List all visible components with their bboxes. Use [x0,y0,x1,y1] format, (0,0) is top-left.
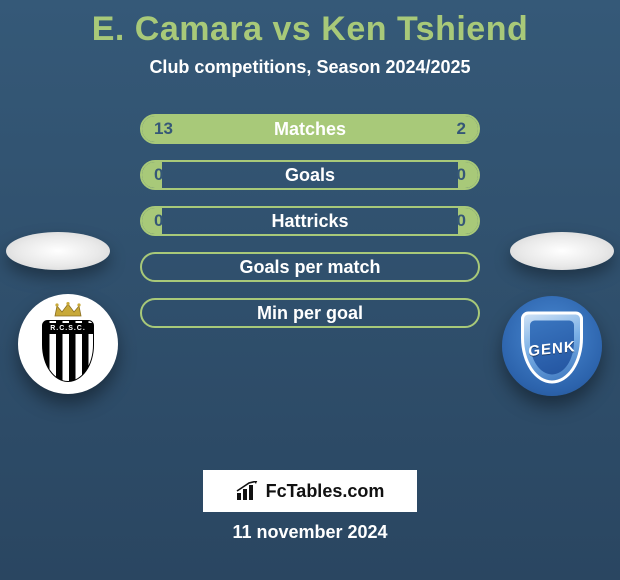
stats-container: 13 Matches 2 0 Goals 0 0 Hattricks 0 Goa… [140,114,480,344]
stat-label: Matches [142,116,478,142]
shield-icon: GENK [521,311,583,383]
stat-value-right: 0 [445,208,478,234]
stat-row: 0 Hattricks 0 [140,206,480,236]
club-badge-right-text: GENK [524,338,580,361]
club-badge-left: R.C.S.C. [18,294,118,394]
crown-icon [53,302,83,318]
shield-icon: R.C.S.C. [42,320,94,382]
club-badge-left-text: R.C.S.C. [43,323,93,334]
stat-label: Min per goal [142,300,478,326]
bar-chart-icon [236,481,260,501]
player-photo-left [6,232,110,270]
stat-row: Goals per match [140,252,480,282]
stat-value-right [454,254,478,280]
stat-label: Goals [142,162,478,188]
stat-value-right: 0 [445,162,478,188]
stat-row: Min per goal [140,298,480,328]
club-badge-right: GENK [502,296,602,396]
player-photo-right [510,232,614,270]
watermark: FcTables.com [203,470,417,512]
stat-value-right [454,300,478,326]
watermark-text: FcTables.com [266,481,385,502]
comparison-title: E. Camara vs Ken Tshiend [0,0,620,49]
stat-row: 13 Matches 2 [140,114,480,144]
stat-label: Hattricks [142,208,478,234]
stat-row: 0 Goals 0 [140,160,480,190]
stat-label: Goals per match [142,254,478,280]
stat-value-right: 2 [445,116,478,142]
comparison-date: 11 november 2024 [0,522,620,543]
comparison-subtitle: Club competitions, Season 2024/2025 [0,57,620,78]
